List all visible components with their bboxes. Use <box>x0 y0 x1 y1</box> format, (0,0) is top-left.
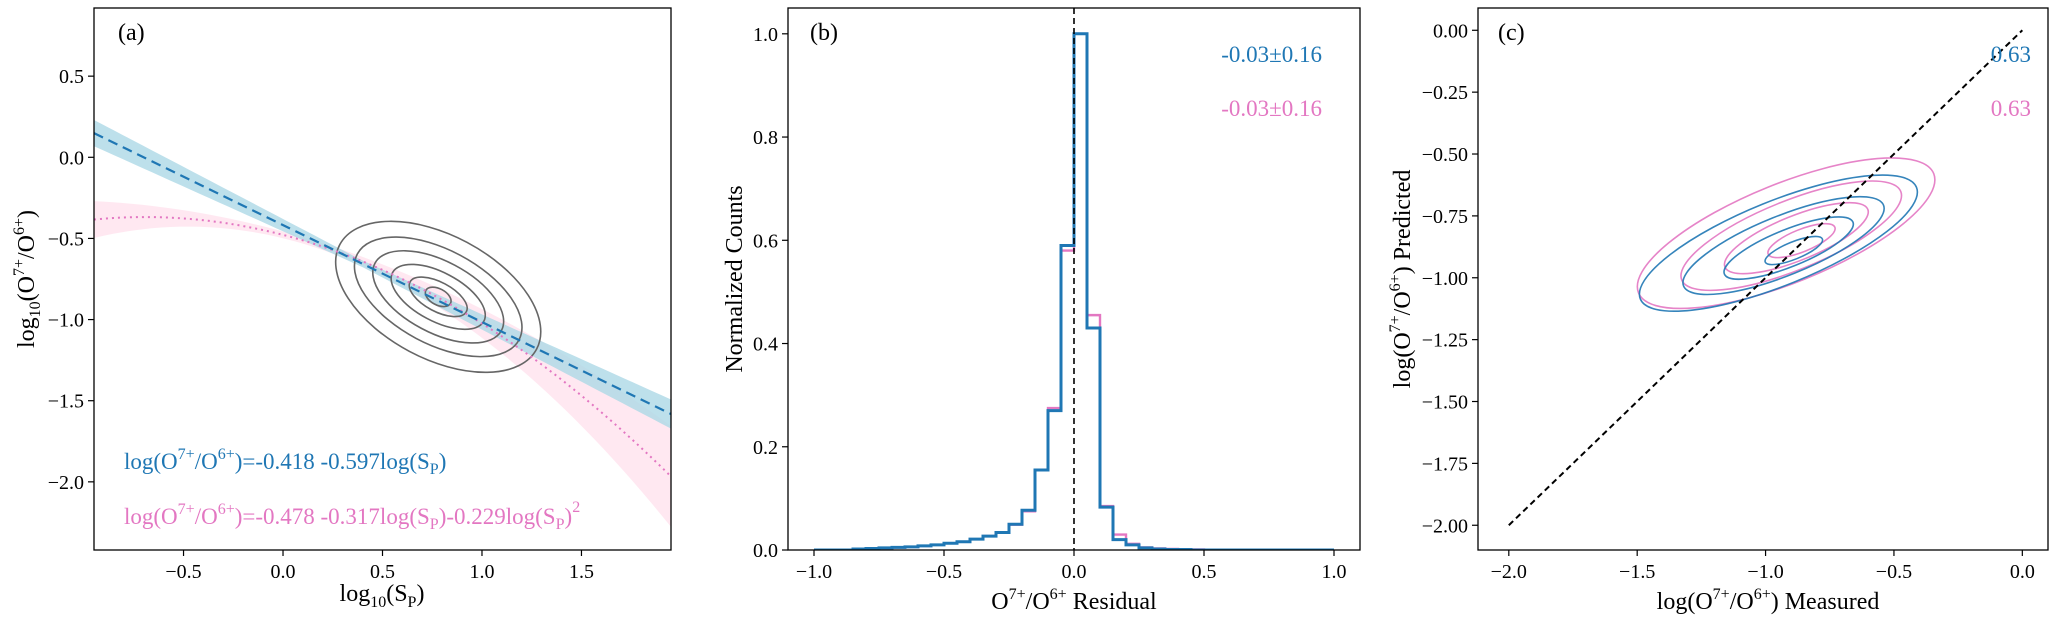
panel-a-plot-area <box>94 119 671 527</box>
y-tick-label: 0.00 <box>1433 20 1468 42</box>
y-tick-label: 0.2 <box>753 437 778 459</box>
x-tick-label: −0.5 <box>926 561 962 583</box>
eq-part: log(O <box>124 504 178 529</box>
y-tick-label: −0.25 <box>1422 82 1468 104</box>
pink-density-contour <box>1680 180 1903 292</box>
panel-a: −0.5 0.0 0.5 1.0 1.5 0.5 0.0 −0.5 −1.0 −1.5 −2.0 (… <box>11 7 672 611</box>
x-tick-label: −1.5 <box>1619 561 1655 583</box>
panel-c-stat-pink: 0.63 <box>1991 96 2031 121</box>
eq-part: )=-0.478 -0.317log(S <box>235 504 430 529</box>
eq-part: 7+ <box>178 446 195 463</box>
y-tick-label: −0.5 <box>48 228 84 250</box>
y-tick-label: −1.0 <box>48 310 84 332</box>
eq-part: P <box>556 516 565 533</box>
identity-line <box>1508 29 2024 526</box>
x-tick-label: −2.0 <box>1491 561 1527 583</box>
eq-part: /O <box>195 504 218 529</box>
eq-part: 6+ <box>218 446 235 463</box>
blue-density-contour <box>1764 235 1824 266</box>
blue-density-contour <box>1723 216 1855 281</box>
x-tick-label: 0.0 <box>2010 561 2035 583</box>
blue-density-contour <box>1638 174 1919 312</box>
y-tick-label: −1.50 <box>1422 392 1468 414</box>
y-tick-label: −1.25 <box>1422 330 1468 352</box>
eq-part: 2 <box>572 499 580 516</box>
eq-part: )=-0.418 -0.597log(S <box>235 449 430 474</box>
panel-a-label: (a) <box>118 20 145 46</box>
pink-density-contour <box>1636 157 1936 310</box>
x-tick-label: −0.5 <box>1876 561 1912 583</box>
x-tick-label: 0.0 <box>1062 561 1087 583</box>
y-tick-label: −0.75 <box>1422 206 1468 228</box>
panel-b: −1.0 −0.5 0.0 0.5 1.00.00.20.40.60.81.0 (b) … <box>722 7 1361 615</box>
x-tick-label: 0.5 <box>370 561 395 583</box>
y-tick-label: −1.75 <box>1422 453 1468 475</box>
panel-c-plot-area <box>1508 29 2024 526</box>
panel-a-ylabel: log10(O7+/O6+) <box>11 210 44 348</box>
panel-a-ticks: −0.5 0.0 0.5 1.0 1.5 0.5 0.0 −0.5 −1.0 −1.5 −2.0 <box>48 66 594 583</box>
x-tick-label: −1.0 <box>796 561 832 583</box>
histogram-blue <box>814 32 1334 550</box>
y-tick-label: 0.0 <box>753 540 778 562</box>
density-contour <box>390 263 487 331</box>
panel-c-ylabel: log(O7+/O6+) Predicted <box>1387 170 1416 389</box>
eq-part: log(O <box>124 449 178 474</box>
x-tick-label: 1.0 <box>469 561 494 583</box>
panel-b-ylabel: Normalized Counts <box>722 185 748 372</box>
eq-part: ) <box>565 504 573 529</box>
y-tick-label: 0.6 <box>753 230 778 252</box>
panel-b-ticks: −1.0 −0.5 0.0 0.5 1.0 0.0 0.2 0.4 0.6 0.8 1.0 <box>753 24 1347 583</box>
panel-c-xlabel: log(O7+/O6+) Measured <box>1657 586 1880 615</box>
y-tick-label: 0.5 <box>59 66 84 88</box>
x-tick-label: −1.0 <box>1747 561 1783 583</box>
panel-c: −2.0 −1.5 −1.0 −0.5 0.0 0.00 −0.25 −0.50 −0.75 −1… <box>1387 7 2049 615</box>
eq-part: /O <box>195 449 218 474</box>
y-tick-label: −1.5 <box>48 391 84 413</box>
panel-b-stat-pink: -0.03±0.16 <box>1221 96 1322 121</box>
y-tick-label: −2.00 <box>1422 515 1468 537</box>
y-tick-label: −0.50 <box>1422 144 1468 166</box>
panel-a-xlabel: log10(SP) <box>340 581 425 611</box>
panel-b-plot-area <box>814 8 1334 550</box>
x-tick-label: 0.5 <box>1192 561 1217 583</box>
panel-c-label: (c) <box>1498 20 1525 46</box>
panel-c-stat-blue: 0.63 <box>1991 42 2031 67</box>
blue-density-contour <box>1682 195 1885 296</box>
density-contour <box>424 286 452 308</box>
panel-b-label: (b) <box>810 20 838 46</box>
linear-fit-line <box>94 132 671 416</box>
panel-c-frame <box>1477 7 2049 551</box>
eq-part: P <box>430 461 439 478</box>
y-tick-label: 0.4 <box>753 334 778 356</box>
panel-b-xlabel: O7+/O6+ Residual <box>991 586 1157 615</box>
x-tick-label: 1.5 <box>569 561 594 583</box>
x-tick-label: 1.0 <box>1322 561 1347 583</box>
panel-a-linear-equation: log(O7+/O6+)=-0.418 -0.597log(SP) <box>124 446 446 478</box>
eq-part: P <box>430 516 439 533</box>
pink-density-contour <box>1767 222 1836 259</box>
y-tick-label: −1.00 <box>1422 268 1468 290</box>
x-tick-label: −0.5 <box>165 561 201 583</box>
panel-a-quadratic-equation: log(O7+/O6+)=-0.478 -0.317log(SP)-0.229l… <box>124 499 580 533</box>
y-tick-label: −2.0 <box>48 472 84 494</box>
eq-part: )-0.229log(S <box>439 504 556 529</box>
panel-c-ticks: −2.0 −1.5 −1.0 −0.5 0.0 0.00 −0.25 −0.50 −0.75 −1… <box>1422 20 2035 583</box>
eq-part: 6+ <box>218 501 235 518</box>
y-tick-label: 1.0 <box>753 24 778 46</box>
density-contour <box>334 220 542 374</box>
y-tick-label: 0.0 <box>59 147 84 169</box>
quadratic-fit-line <box>94 216 671 478</box>
y-tick-label: 0.8 <box>753 127 778 149</box>
x-tick-label: 0.0 <box>271 561 296 583</box>
eq-part: 7+ <box>178 501 195 518</box>
panel-b-stat-blue: -0.03±0.16 <box>1221 42 1322 67</box>
density-contour <box>408 276 468 318</box>
eq-part: ) <box>439 449 447 474</box>
